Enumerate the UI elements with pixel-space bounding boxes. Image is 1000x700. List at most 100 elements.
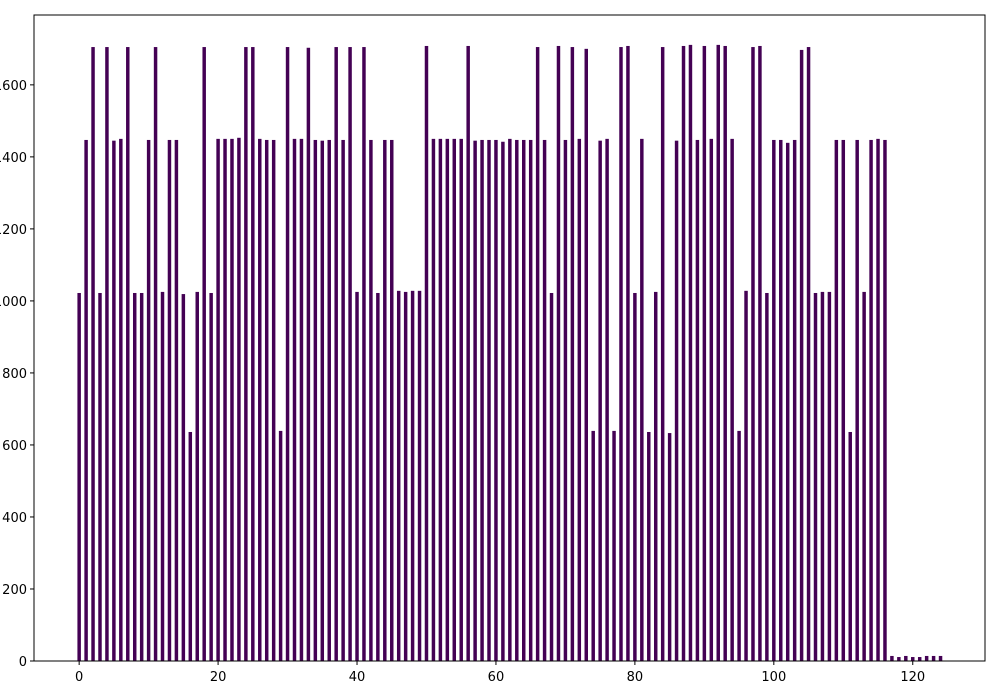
bar (549, 292, 554, 661)
bar (744, 290, 748, 661)
bar (320, 140, 325, 661)
bar (334, 47, 338, 662)
bar (785, 142, 790, 661)
bar (542, 139, 547, 662)
bar (779, 139, 783, 662)
bar (591, 430, 595, 661)
bar (535, 47, 540, 662)
y-tick-label: 600 (2, 439, 27, 454)
bar (306, 47, 311, 661)
bar (146, 139, 151, 662)
bar (619, 47, 623, 662)
bar (202, 47, 206, 662)
bar (278, 430, 283, 661)
bar (271, 139, 276, 662)
plot-frame (33, 14, 986, 662)
bar (417, 290, 422, 661)
bar (424, 45, 429, 662)
bar (716, 44, 720, 662)
bar (480, 139, 484, 662)
bar (528, 139, 533, 662)
bar (112, 140, 116, 661)
bar (674, 140, 679, 661)
x-tick-label: 100 (761, 670, 786, 685)
bar (452, 138, 457, 662)
bar (313, 139, 318, 662)
bar (799, 49, 804, 661)
bar (355, 291, 359, 661)
bar (820, 291, 825, 661)
bar (105, 47, 109, 662)
bar (181, 294, 186, 661)
bar (897, 657, 901, 661)
bar (223, 138, 227, 662)
bar (709, 138, 714, 662)
bar (167, 139, 172, 662)
bar (348, 47, 352, 662)
bar (292, 138, 297, 662)
bar (362, 47, 366, 662)
bar (508, 138, 512, 662)
bar (765, 292, 769, 661)
bar (660, 47, 665, 662)
bar (876, 138, 880, 662)
bar (751, 47, 755, 662)
bar (341, 139, 345, 662)
x-tick-label: 40 (349, 670, 366, 685)
bar (188, 431, 193, 661)
bar (647, 431, 651, 661)
bar (445, 138, 450, 662)
x-tick-label: 60 (488, 670, 505, 685)
bar (577, 138, 582, 662)
bar (702, 45, 707, 662)
bar (688, 44, 693, 662)
bar (237, 137, 241, 661)
bar (570, 47, 575, 662)
bar (904, 655, 908, 661)
bar (487, 139, 491, 662)
bar (924, 655, 929, 661)
bar (917, 657, 922, 661)
y-tick-label: 1000 (0, 295, 27, 310)
bar (723, 45, 727, 662)
bar (98, 292, 102, 661)
bar (431, 138, 436, 662)
bar (299, 138, 304, 662)
bar (91, 47, 95, 662)
bar (132, 292, 137, 661)
bar (883, 139, 887, 662)
bar (466, 45, 470, 662)
bar (209, 292, 213, 661)
bar (813, 292, 818, 661)
bar (841, 139, 846, 662)
bar (653, 291, 658, 661)
bar (563, 139, 568, 662)
bar (383, 139, 387, 662)
bar (174, 139, 179, 662)
bar (327, 139, 331, 662)
bar (598, 140, 602, 661)
y-tick-label: 0 (19, 655, 27, 670)
bar (556, 45, 561, 662)
bar (403, 291, 408, 661)
bar (390, 139, 394, 662)
bar (931, 655, 936, 661)
x-tick-label: 0 (75, 670, 83, 685)
bar (605, 138, 609, 662)
y-tick-label: 1200 (0, 223, 27, 238)
bar (459, 138, 463, 662)
bar (230, 138, 234, 662)
bar (911, 657, 915, 661)
bar (862, 291, 866, 661)
bar (501, 141, 505, 661)
bar (369, 139, 373, 662)
y-tick-label: 1400 (0, 151, 27, 166)
bar (251, 47, 255, 662)
bar (438, 138, 443, 662)
x-tick-label: 20 (210, 670, 227, 685)
bar (258, 138, 262, 662)
bar (640, 138, 644, 662)
bar (834, 139, 839, 662)
bar (772, 139, 776, 662)
